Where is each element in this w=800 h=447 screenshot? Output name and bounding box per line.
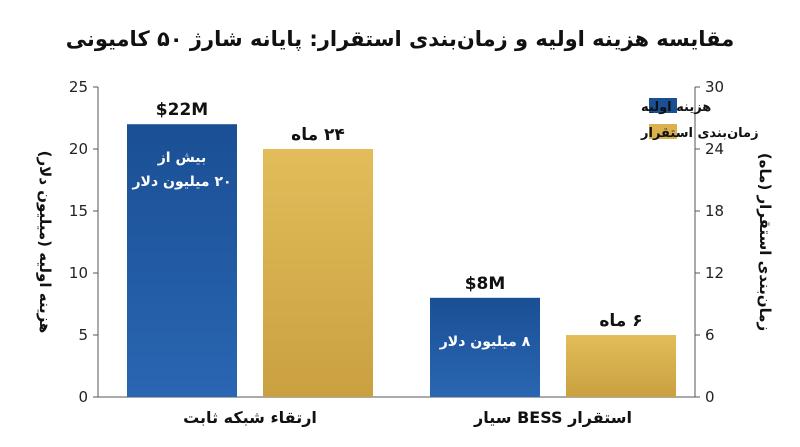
y-tick-right-label: 12: [705, 264, 724, 282]
bar-cost-value-label: $22M: [156, 100, 208, 120]
bar-cost-inner-label: ۲۰ میلیون دلار: [131, 174, 231, 190]
x-category-label: ارتقاء شبکه ثابت: [183, 408, 317, 427]
y-axis-right-title: زمان‌بندی استقرار (ماه): [756, 153, 774, 331]
bar-cost: [127, 124, 237, 397]
bar-cost-inner-label: ۸ میلیون دلار: [439, 334, 531, 350]
bar-cost: [430, 297, 540, 397]
y-axis-left-title: هزینه اولیه (میلیون دلار): [36, 151, 54, 334]
y-tick-left-label: 5: [78, 326, 88, 344]
y-tick-left-label: 25: [69, 78, 88, 96]
plot-area: 0 5 10 15 20 25 0 6 12 18 24 30 هزینه اولیه (میلیون …: [36, 78, 774, 427]
y-tick-left-label: 20: [69, 140, 88, 158]
y-tick-right-label: 30: [705, 78, 724, 96]
chart-title: مقایسه هزینه اولیه و زمان‌بندی استقرار: …: [66, 27, 735, 51]
legend-label-cost: هزینه اولیه: [641, 100, 711, 115]
y-tick-right-label: 18: [705, 202, 724, 220]
bar-time-value-label: ۶ ماه: [599, 311, 642, 331]
bar-cost-inner-label: بیش از: [157, 150, 207, 166]
y-tick-right-label: 24: [705, 140, 724, 158]
bar-time: [263, 149, 373, 397]
y-tick-left-label: 0: [78, 388, 88, 406]
y-tick-right-label: 6: [705, 326, 715, 344]
legend-swatch-cost: [649, 98, 677, 113]
y-tick-left-label: 15: [69, 202, 88, 220]
bar-cost-value-label: $8M: [465, 274, 506, 294]
y-tick-left-label: 10: [69, 264, 88, 282]
legend-label-time: زمان‌بندی استقرار: [640, 126, 759, 141]
bar-time: [566, 335, 676, 397]
legend-swatch-time: [649, 124, 677, 139]
y-tick-right-label: 0: [705, 388, 715, 406]
bar-time-value-label: ۲۴ ماه: [291, 125, 345, 145]
x-category-label: استقرار BESS سیار: [473, 408, 632, 427]
